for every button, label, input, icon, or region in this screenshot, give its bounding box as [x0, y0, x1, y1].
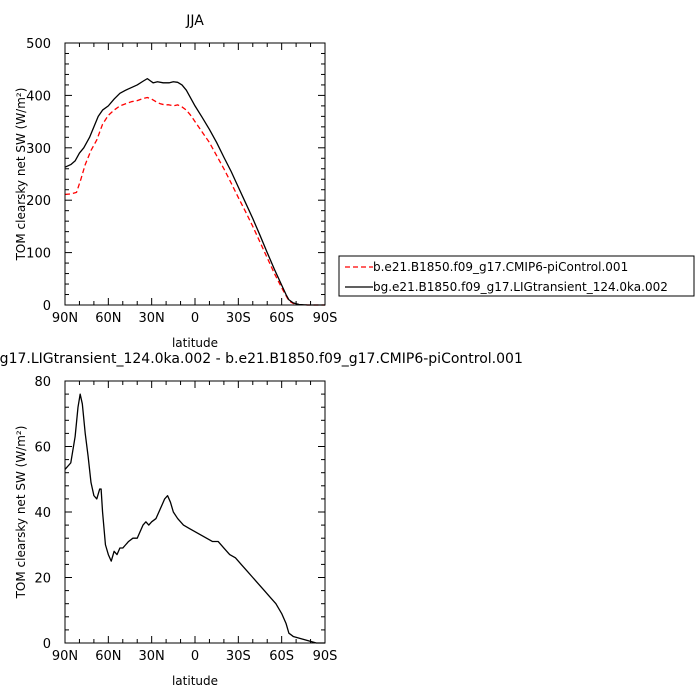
y-tick-label-top: 300: [26, 142, 51, 157]
x-tick-label-bottom: 30N: [139, 649, 165, 664]
legend-label-ligtransient: bg.e21.B1850.f09_g17.LIGtransient_124.0k…: [373, 280, 668, 294]
legend-box: [338, 255, 695, 297]
y-axis-title-bottom: TOM clearsky net SW (W/m²): [14, 426, 28, 600]
legend-label-picontrol: b.e21.B1850.f09_g17.CMIP6-piControl.001: [373, 260, 628, 274]
x-tick-label-bottom: 60N: [95, 649, 121, 664]
plot-frame-top: [64, 42, 326, 306]
x-tick-label-bottom: 0: [191, 649, 199, 664]
x-tick-label-top: 60N: [95, 311, 121, 326]
chart-panel-bottom: bg.e21.B1850.f09_g17.LIGtransient_124.0k…: [0, 351, 523, 688]
x-tick-label-top: 90S: [313, 311, 338, 326]
ticks-top: 90N 60N 30N 0 30S 60S 90S 0 100 200 300 400 500: [26, 37, 337, 326]
x-axis-title-bottom: latitude: [172, 674, 218, 688]
y-tick-label-bottom: 80: [34, 375, 51, 390]
x-tick-label-bottom: 30S: [226, 649, 251, 664]
series-top: [64, 77, 325, 306]
legend: b.e21.B1850.f09_g17.CMIP6-piControl.001 …: [338, 255, 695, 297]
chart-title-top: JJA: [185, 13, 204, 29]
chart-title-bottom: bg.e21.B1850.f09_g17.LIGtransient_124.0k…: [0, 351, 523, 367]
plot-frame-bottom: [64, 380, 326, 644]
x-tick-label-top: 60S: [269, 311, 294, 326]
y-tick-label-top: 500: [26, 37, 51, 52]
y-tick-label-bottom: 60: [34, 441, 51, 456]
series-line-top-0: [64, 96, 325, 306]
y-tick-label-top: 200: [26, 194, 51, 209]
y-axis-title-top: TOM clearsky net SW (W/m²): [14, 88, 28, 262]
y-tick-label-bottom: 20: [34, 572, 51, 587]
series-line-top-1: [64, 77, 325, 306]
x-tick-label-top: 0: [191, 311, 199, 326]
x-tick-label-top: 90N: [52, 311, 78, 326]
x-tick-label-bottom: 90N: [52, 649, 78, 664]
x-axis-title-top: latitude: [172, 336, 218, 350]
series-line-bottom-0: [64, 393, 325, 644]
y-tick-label-bottom: 40: [34, 506, 51, 521]
y-tick-label-top: 100: [26, 247, 51, 262]
x-tick-label-bottom: 60S: [269, 649, 294, 664]
x-tick-label-top: 30N: [139, 311, 165, 326]
x-tick-label-bottom: 90S: [313, 649, 338, 664]
series-bottom: [64, 393, 325, 644]
y-tick-label-top: 0: [43, 299, 51, 314]
y-tick-label-top: 400: [26, 89, 51, 104]
chart-panel-top: JJA TOM clearsky net SW (W/m²) latitude …: [14, 13, 337, 350]
ticks-bottom: 90N 60N 30N 0 30S 60S 90S 0 20 40 60 80: [34, 375, 337, 664]
x-tick-label-top: 30S: [226, 311, 251, 326]
y-tick-label-bottom: 0: [43, 637, 51, 652]
